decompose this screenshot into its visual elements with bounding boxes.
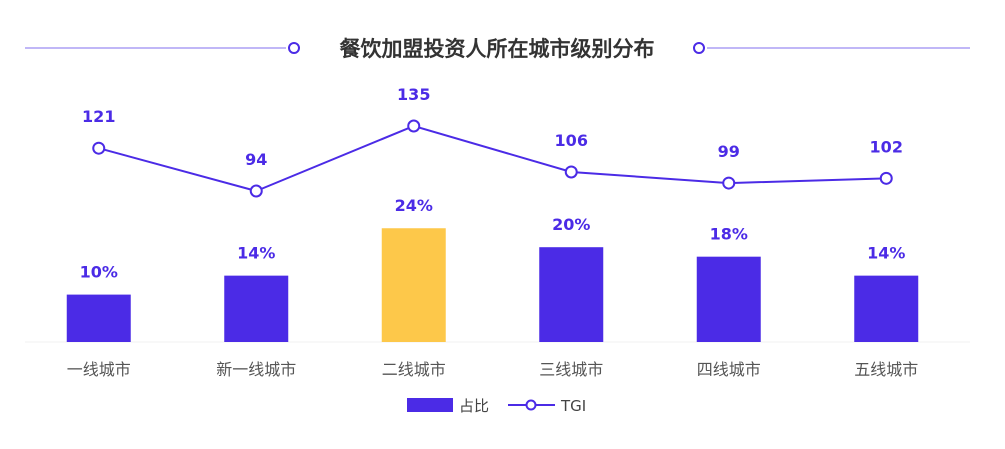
tgi-value-label-6: 102 [870,137,903,156]
legend-bar-label: 占比 [459,397,489,415]
tgi-value-label-5: 99 [718,142,740,161]
tgi-point-5 [722,176,736,190]
bar-value-label-5: 18% [710,225,748,244]
tgi-point-2 [249,184,263,198]
tgi-value-label-2: 94 [245,150,267,169]
tgi-data-labels: 121 94 135 106 99 102 [82,85,903,169]
bar-value-label-6: 14% [867,244,905,263]
legend: 占比 TGI [407,397,586,415]
x-tick-label-2: 新一线城市 [216,360,296,379]
chart-title: 餐饮加盟投资人所在城市级别分布 [340,37,655,61]
chart-title-group: 餐饮加盟投资人所在城市级别分布 [25,37,970,61]
legend-line-marker [525,399,537,411]
bar-value-label-1: 10% [80,263,118,282]
bar-value-label-3: 24% [395,196,433,215]
bar-data-labels: 10% 14% 24% 20% 18% 14% [80,196,906,281]
tgi-point-3 [407,119,421,133]
legend-line-label: TGI [560,397,586,415]
tgi-point-1 [92,141,106,155]
title-ornament-left [288,42,300,54]
bar-1 [66,294,131,342]
title-ornament-right [693,42,705,54]
legend-bar-swatch [407,398,453,412]
bar-5 [696,256,761,342]
bar-6 [854,275,919,342]
x-tick-label-4: 三线城市 [539,360,603,379]
x-tick-label-6: 五线城市 [854,360,918,379]
bar-3 [381,228,446,342]
bar-4 [539,247,604,342]
x-tick-label-5: 四线城市 [697,360,761,379]
x-tick-label-3: 二线城市 [382,360,446,379]
tgi-value-label-4: 106 [555,131,588,150]
bar-2 [224,275,289,342]
bar-value-label-2: 14% [237,244,275,263]
tgi-point-4 [564,165,578,179]
tgi-value-label-3: 135 [397,85,430,104]
tgi-value-label-1: 121 [82,107,115,126]
tgi-line [98,124,887,193]
tgi-line-series [92,119,893,198]
bar-series [66,228,919,342]
x-axis-tick-labels: 一线城市 新一线城市 二线城市 三线城市 四线城市 五线城市 [67,360,919,379]
x-tick-label-1: 一线城市 [67,360,131,379]
tgi-point-6 [879,171,893,185]
bar-value-label-4: 20% [552,215,590,234]
